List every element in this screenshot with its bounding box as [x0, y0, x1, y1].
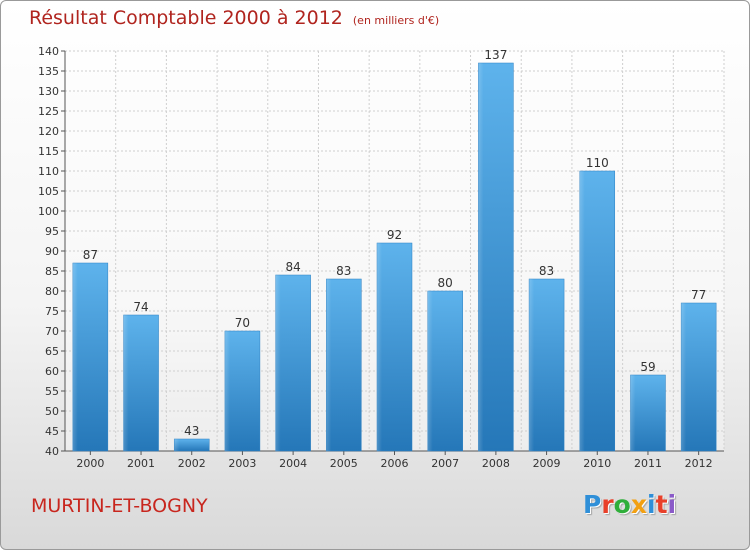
bar-highlight: [630, 375, 636, 451]
logo-letter: P: [583, 490, 602, 519]
bar-highlight: [224, 331, 230, 451]
y-tick-label: 100: [38, 205, 59, 218]
bar-highlight: [377, 243, 382, 451]
y-tick-label: 55: [45, 385, 59, 398]
data-label: 70: [235, 316, 250, 330]
bars: [72, 62, 717, 452]
bar: [579, 170, 616, 452]
bar: [680, 302, 717, 452]
logo-letter: t: [655, 490, 668, 519]
y-tick-label: 105: [38, 185, 59, 198]
data-label: 87: [83, 248, 98, 262]
data-label: 74: [133, 300, 148, 314]
y-tick-label: 80: [45, 285, 59, 298]
data-label: 110: [586, 156, 609, 170]
logo-letter: i: [647, 490, 656, 519]
y-tick-label: 85: [45, 265, 59, 278]
x-tick-label: 2008: [482, 457, 510, 470]
x-tick-label: 2012: [685, 457, 713, 470]
y-tick-label: 95: [45, 225, 59, 238]
logo-letter: r: [601, 490, 614, 519]
x-tick-label: 2009: [533, 457, 561, 470]
bar: [72, 262, 109, 452]
chart-title-text: Résultat Comptable 2000 à 2012: [29, 7, 343, 29]
y-tick-label: 115: [38, 145, 59, 158]
data-label: 77: [691, 288, 706, 302]
bar-highlight: [681, 303, 687, 451]
x-tick-label: 2011: [634, 457, 662, 470]
bar-highlight: [427, 291, 433, 451]
y-tick-label: 65: [45, 345, 59, 358]
y-tick-label: 40: [45, 445, 59, 458]
x-tick-label: 2010: [583, 457, 611, 470]
logo-letter: i: [667, 490, 677, 519]
bar-highlight: [529, 279, 535, 451]
bar: [173, 438, 210, 452]
bar-highlight: [579, 171, 585, 451]
bar: [123, 314, 159, 452]
y-tick-label: 75: [45, 305, 59, 318]
x-tick-label: 2002: [178, 457, 206, 470]
data-label: 43: [184, 424, 199, 438]
city-name: MURTIN-ET-BOGNY: [31, 495, 208, 517]
bar-highlight: [275, 275, 281, 451]
chart-subtitle: (en milliers d'€): [352, 14, 440, 27]
logo-letter: o: [613, 490, 631, 519]
x-tick-label: 2000: [76, 457, 104, 470]
data-label: 137: [484, 48, 507, 62]
data-label: 83: [336, 264, 351, 278]
bar-highlight: [478, 63, 484, 451]
y-tick-label: 60: [45, 365, 59, 378]
y-tick-label: 130: [38, 85, 59, 98]
bar: [275, 274, 311, 452]
logo-letter: x: [630, 490, 647, 519]
bar: [376, 242, 413, 452]
y-tick-label: 110: [38, 165, 59, 178]
y-tick-label: 45: [45, 425, 59, 438]
data-label: 80: [438, 276, 453, 290]
bar: [427, 290, 463, 452]
x-tick-label: 2004: [279, 457, 307, 470]
x-tick-label: 2005: [330, 457, 358, 470]
bar: [528, 278, 565, 452]
data-label: 84: [285, 260, 300, 274]
proxiti-logo: Proxiti: [583, 490, 676, 519]
data-label: 83: [539, 264, 554, 278]
chart-title: Résultat Comptable 2000 à 2012 (en millie…: [29, 7, 439, 29]
bar-highlight: [326, 279, 332, 451]
y-tick-label: 70: [45, 325, 59, 338]
y-tick-label: 50: [45, 405, 59, 418]
x-tick-label: 2001: [127, 457, 155, 470]
y-tick-label: 120: [38, 125, 59, 138]
bar: [630, 374, 666, 452]
data-label: 59: [640, 360, 655, 374]
x-tick-label: 2003: [228, 457, 256, 470]
y-tick-label: 90: [45, 245, 59, 258]
x-tick-label: 2006: [381, 457, 409, 470]
bar-highlight: [174, 439, 180, 451]
bar-highlight: [72, 263, 78, 451]
y-tick-label: 135: [38, 65, 59, 78]
data-labels: 2000 87 2001 74 2002 43 2003 70 2004 84 2005 83 2006…: [76, 48, 712, 470]
data-label: 92: [387, 228, 402, 242]
y-tick-label: 140: [38, 45, 59, 58]
bar-highlight: [123, 315, 129, 451]
bar: [224, 330, 261, 452]
x-tick-label: 2007: [431, 457, 459, 470]
bar: [326, 278, 362, 452]
bar: [478, 62, 514, 452]
y-tick-label: 125: [38, 105, 59, 118]
